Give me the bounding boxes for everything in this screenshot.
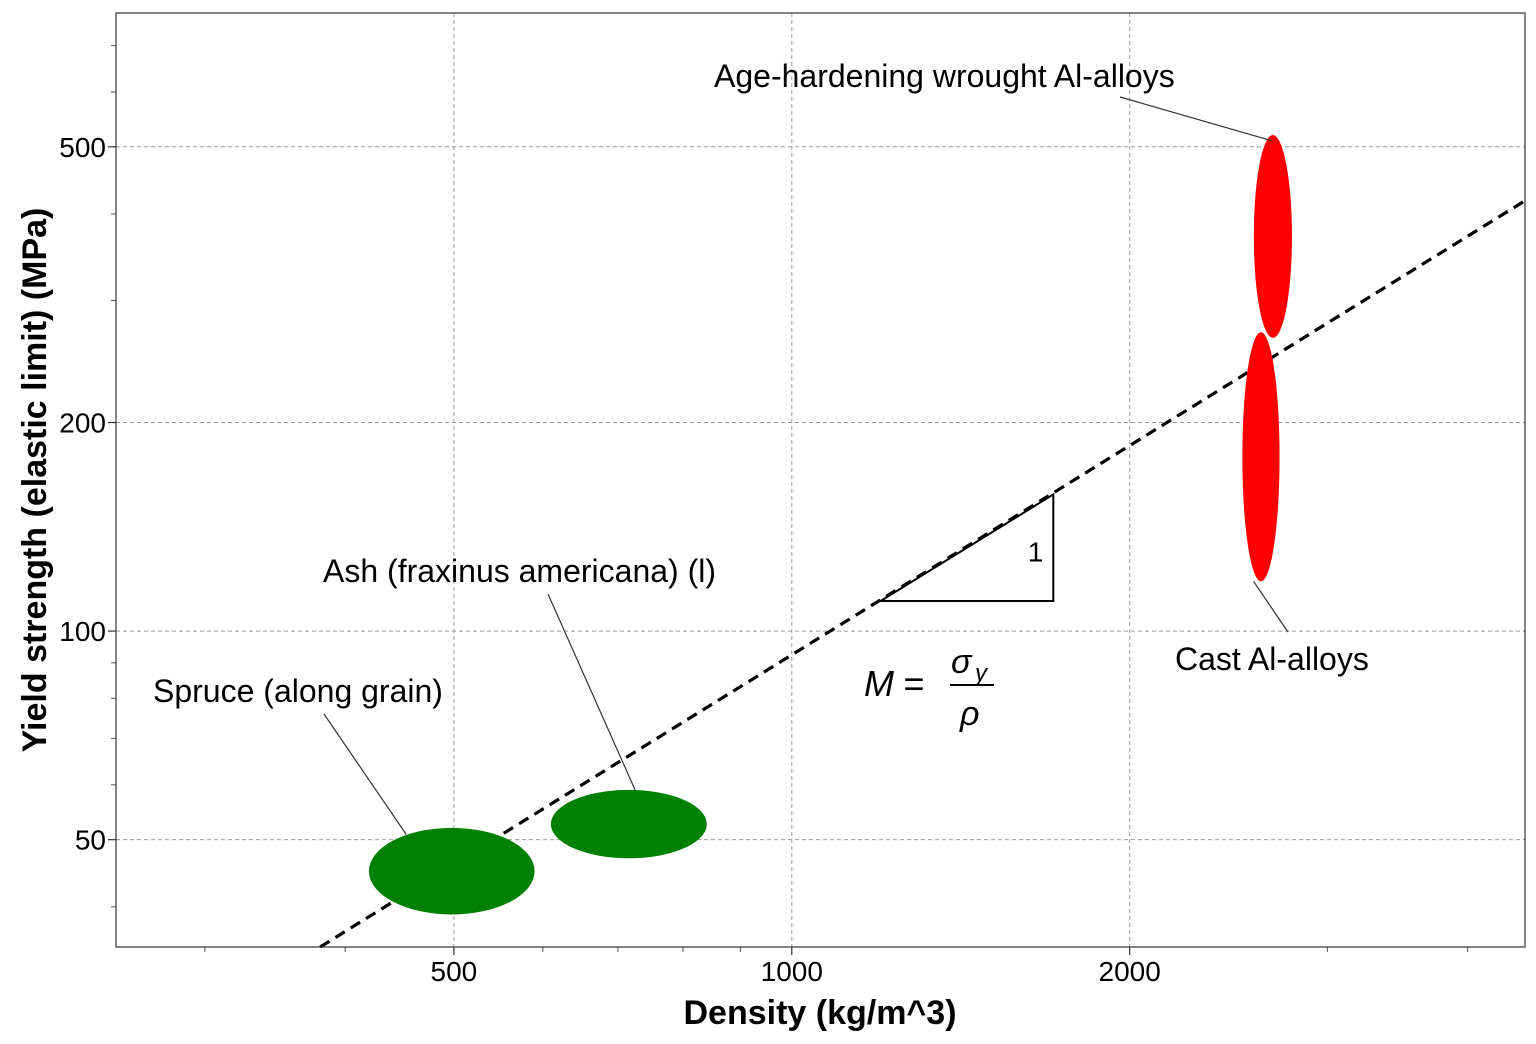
label-wrought-al-alloys-leader	[1119, 96, 1274, 142]
y-tick-label: 100	[59, 616, 106, 647]
y-tick-label: 500	[59, 132, 106, 163]
y-tick-label: 50	[75, 825, 106, 856]
performance-index-formula: M = σ y ρ	[864, 643, 994, 733]
label-wrought-al-alloys: Age-hardening wrought Al-alloys	[714, 58, 1175, 94]
grid-lines	[116, 13, 1525, 947]
data-marks: 1 Age-hardening wrought Al-alloys Cast Al-…	[153, 58, 1526, 949]
guideline-slope-1	[319, 199, 1526, 949]
bubble-ash	[550, 789, 707, 859]
index-lhs: M	[864, 663, 894, 704]
bubble-spruce	[368, 827, 535, 915]
slope-triangle	[880, 492, 1055, 602]
x-tick-label: 2000	[1099, 956, 1161, 987]
x-axis-title: Density (kg/m^3)	[683, 994, 956, 1032]
label-spruce-leader	[323, 713, 407, 835]
x-tick-label: 500	[431, 956, 478, 987]
plot-frame	[115, 12, 1526, 948]
label-cast-al-alloys-leader	[1253, 580, 1289, 633]
label-ash: Ash (fraxinus americana) (l)	[323, 553, 716, 589]
minor-ticks	[108, 45, 1469, 955]
index-numerator-subscript: y	[973, 660, 989, 687]
label-cast-al-alloys: Cast Al-alloys	[1175, 641, 1369, 677]
label-ash-leader	[547, 593, 636, 791]
bubble-wrought-al-alloys	[1253, 135, 1292, 338]
tick-labels: 500 1000 2000 50 100 200 500	[59, 132, 1161, 987]
x-tick-label: 1000	[761, 956, 823, 987]
index-denominator: ρ	[959, 695, 979, 733]
label-spruce: Spruce (along grain)	[153, 673, 443, 709]
y-axis-title: Yield strength (elastic limit) (MPa)	[16, 208, 54, 753]
index-equals: =	[903, 663, 924, 704]
slope-triangle-label: 1	[1028, 537, 1044, 568]
index-numerator: σ	[951, 643, 973, 681]
y-tick-label: 200	[59, 408, 106, 439]
bubble-cast-al-alloys	[1242, 332, 1280, 582]
